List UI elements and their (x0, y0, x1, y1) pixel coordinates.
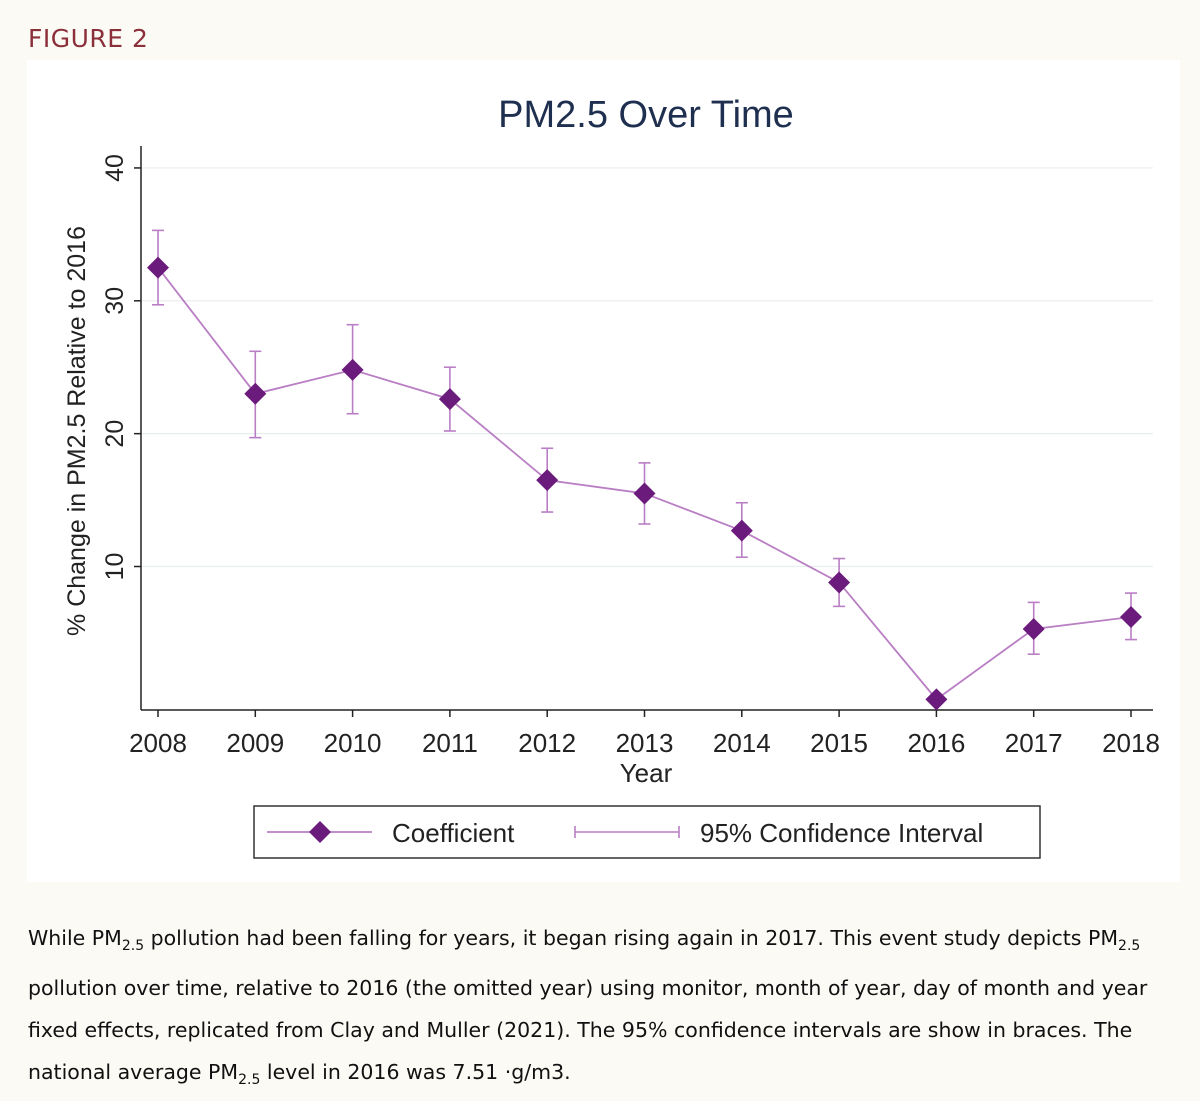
coefficient-point (536, 469, 559, 492)
legend-coefficient-label: Coefficient (392, 818, 515, 848)
legend-coefficient-marker (309, 821, 331, 843)
coefficient-point (1022, 617, 1045, 640)
chart-container: PM2.5 Over Time 10 20 30 40 2008 2009 2010 2011 2… (27, 60, 1180, 882)
x-tick-label: 2009 (226, 728, 284, 758)
x-tick-label: 2015 (810, 728, 868, 758)
caption-text-1: While PM (28, 925, 122, 950)
chart-title: PM2.5 Over Time (498, 94, 794, 136)
caption-subscript-2: 2.5 (1118, 937, 1141, 954)
x-tick-label: 2008 (129, 728, 187, 758)
caption-text-4: level in 2016 was 7.51 ·g/m3. (260, 1059, 571, 1084)
x-tick-label: 2010 (324, 728, 382, 758)
x-tick-label: 2017 (1005, 728, 1063, 758)
y-tick-label: 30 (101, 287, 129, 315)
caption-text-2: pollution had been falling for years, it… (144, 925, 1119, 950)
coefficient-point (925, 688, 948, 711)
caption-subscript-3: 2.5 (238, 1071, 261, 1088)
figure-caption: While PM2.5 pollution had been falling f… (28, 917, 1178, 1101)
coefficient-point (244, 382, 267, 405)
x-tick-label: 2013 (616, 728, 674, 758)
caption-text-3: pollution over time, relative to 2016 (t… (28, 975, 1148, 1084)
figure-label: FIGURE 2 (28, 24, 149, 53)
coefficient-point (828, 571, 851, 594)
x-tick-label: 2016 (907, 728, 965, 758)
y-tick-label: 40 (101, 154, 129, 182)
coefficient-point (1120, 606, 1142, 628)
y-axis-label: % Change in PM2.5 Relative to 2016 (63, 226, 91, 636)
coefficient-point (730, 519, 753, 542)
caption-subscript-1: 2.5 (121, 937, 145, 954)
x-tick-label: 2014 (713, 728, 771, 758)
coefficient-point (438, 388, 461, 411)
x-tick-label: 2011 (422, 728, 478, 758)
coefficient-point (633, 482, 656, 505)
coefficient-point (341, 358, 364, 381)
x-tick-label: 2012 (518, 728, 576, 758)
pm25-chart: PM2.5 Over Time 10 20 30 40 2008 2009 2010 2011 2… (63, 94, 1160, 859)
coefficient-point (147, 256, 169, 279)
y-tick-label: 10 (101, 553, 129, 581)
x-tick-label: 2018 (1102, 728, 1160, 758)
legend-ci-label: 95% Confidence Interval (700, 818, 983, 848)
x-axis-label: Year (620, 758, 673, 788)
y-tick-label: 20 (101, 420, 129, 448)
